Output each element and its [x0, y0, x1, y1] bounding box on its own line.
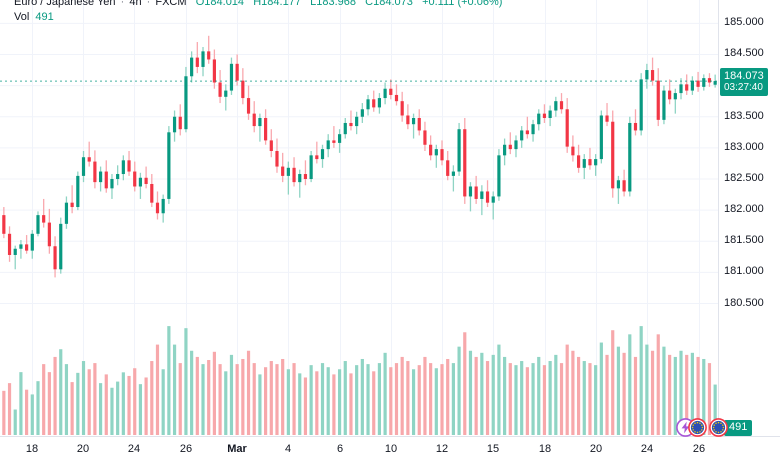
legend-separator-2: ·: [146, 0, 151, 8]
price-axis[interactable]: 185.000 184.500 183.500 183.000 182.500 182.0…: [718, 0, 780, 436]
price-change-percent: (+0.06%): [457, 0, 503, 8]
time-tick: 15: [486, 443, 500, 455]
price-axis-border: [718, 0, 719, 436]
eu-flag-icon[interactable]: [709, 418, 728, 437]
symbol-name[interactable]: Euro / Japanese Yen: [14, 0, 116, 8]
time-tick: 10: [384, 443, 398, 455]
time-tick: 20: [76, 443, 90, 455]
time-axis[interactable]: 18 20 24 26 Mar 4 6 10 12 15 18 20 24 26: [0, 436, 780, 471]
current-price-badge[interactable]: 184.073 03:27:40: [720, 68, 768, 97]
price-change: +0.111: [422, 0, 455, 8]
volume-series: [2, 326, 717, 435]
price-tick: 181.500: [724, 234, 764, 247]
ohlc-open-label: O: [195, 0, 205, 8]
ohlc-high-value: 184.177: [261, 0, 301, 8]
time-tick: 18: [25, 443, 39, 455]
price-tick: 184.500: [724, 47, 764, 60]
time-tick: 6: [336, 443, 344, 455]
ohlc-open-value: 184.014: [204, 0, 245, 8]
ohlc-close-value: 184.073: [373, 0, 413, 8]
time-tick: 24: [127, 443, 141, 455]
volume-badge[interactable]: 491: [724, 420, 753, 436]
time-tick: 18: [538, 443, 552, 455]
timeframe-label[interactable]: 4h: [129, 0, 142, 8]
price-tick: 183.500: [724, 109, 764, 122]
time-tick: 20: [589, 443, 603, 455]
price-tick: 181.000: [724, 265, 764, 278]
price-tick: 180.500: [724, 296, 764, 309]
bar-countdown: 03:27:40: [724, 82, 763, 94]
price-tick: 183.000: [724, 140, 764, 153]
price-tick: 182.000: [724, 203, 764, 216]
eu-flag-icon[interactable]: [688, 418, 707, 437]
volume-label[interactable]: Vol: [14, 11, 30, 23]
time-tick: 26: [179, 443, 193, 455]
legend-volume-row: Vol 491: [14, 11, 502, 23]
price-tick: 182.500: [724, 172, 764, 184]
legend-separator-1: ·: [120, 0, 125, 8]
grid-lines: [0, 0, 718, 435]
time-tick: 26: [692, 443, 706, 455]
data-source-label[interactable]: FXCM: [155, 0, 187, 8]
ohlc-low-label: L: [310, 0, 317, 8]
price-tick: 185.000: [724, 16, 764, 29]
legend-symbol-row: Euro / Japanese Yen · 4h · FXCM O184.014…: [14, 0, 502, 8]
time-tick: 12: [435, 443, 449, 455]
candle-series: [2, 35, 717, 278]
ohlc-high-label: H: [253, 0, 262, 8]
volume-value: 491: [35, 11, 54, 23]
ohlc-close-label: C: [365, 0, 374, 8]
ohlc-low-value: 183.968: [316, 0, 356, 8]
time-tick: Mar: [227, 443, 247, 455]
time-tick: 4: [284, 443, 292, 455]
chart-legend: Euro / Japanese Yen · 4h · FXCM O184.014…: [14, 0, 502, 23]
current-price-value: 184.073: [724, 70, 764, 83]
time-tick: 24: [640, 443, 654, 455]
